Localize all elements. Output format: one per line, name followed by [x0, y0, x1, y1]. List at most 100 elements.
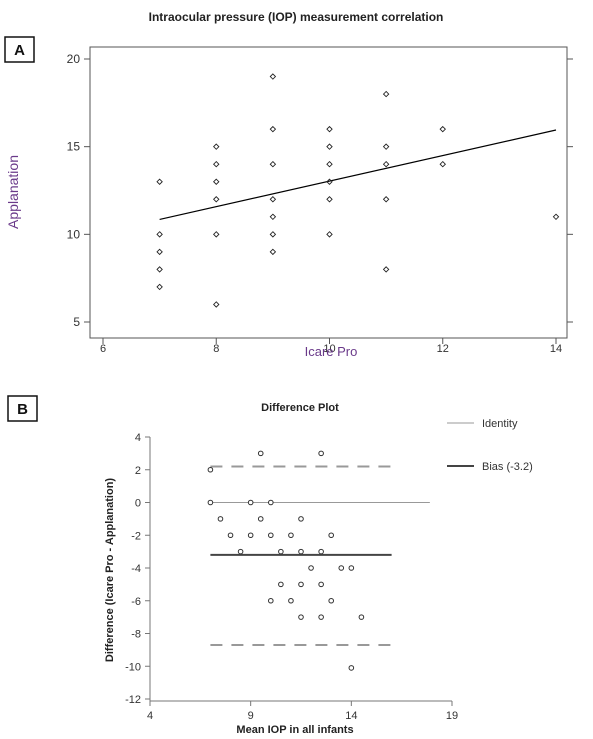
panel-b-points [207, 450, 365, 671]
panel-b-point [257, 516, 264, 522]
panel-b-x-label: Mean IOP in all infants [236, 724, 353, 736]
panel-b: B Difference Plot 4 9 14 19 -12 -10 -8 -6 -4 -2 0… [7, 395, 533, 736]
panel-b-x-axis: 4 9 14 19 [147, 701, 458, 722]
panel-b-x-tick-label: 14 [345, 710, 357, 722]
panel-a-point [269, 160, 277, 168]
panel-a-title: Intraocular pressure (IOP) measurement c… [149, 10, 444, 24]
panel-b-x-tick-label: 9 [248, 710, 254, 722]
panel-a-frame [89, 46, 568, 339]
panel-b-point [288, 532, 294, 539]
panel-b-y-tick-label: -6 [131, 596, 141, 608]
panel-b-point [227, 532, 234, 539]
panel-b-point [328, 532, 335, 539]
panel-b-point [298, 516, 304, 522]
panel-a-point [269, 73, 277, 80]
panel-b-point [268, 597, 274, 604]
panel-b-x-tick-label: 4 [147, 710, 153, 722]
panel-b-title: Difference Plot [261, 402, 339, 414]
panel-b-y-tick-label: -10 [125, 661, 141, 673]
panel-b-x-tick-label: 19 [446, 710, 458, 722]
panel-b-y-tick-label: 2 [135, 465, 141, 477]
panel-a-point [382, 143, 390, 150]
panel-b-point [247, 532, 254, 539]
panel-b-point [308, 565, 314, 571]
legend-identity-label: Identity [482, 418, 518, 430]
panel-a-point [382, 90, 390, 98]
panel-b-point [278, 548, 284, 555]
panel-b-point [257, 450, 264, 457]
panel-a-point [439, 125, 446, 133]
panel-a-point [213, 143, 220, 150]
legend-bias-label: Bias (-3.2) [482, 461, 533, 473]
panel-a-point [156, 231, 163, 238]
panel-b-point [318, 581, 324, 588]
panel-a-y-tick-label: 20 [67, 52, 81, 66]
panel-a-y-tick-label: 15 [67, 140, 81, 154]
panel-b-y-tick-label: -8 [131, 629, 141, 641]
panel-b-y-label: Difference (Icare Pro - Applanation) [104, 478, 116, 663]
panel-a-point [156, 178, 163, 185]
panel-a-point [156, 248, 163, 256]
panel-b-y-tick-label: -12 [125, 694, 141, 706]
panel-b-legend: Identity Bias (-3.2) [447, 418, 533, 473]
panel-a-point [269, 213, 277, 221]
panel-a-point [269, 125, 277, 133]
panel-a-x-tick-label: 14 [550, 343, 562, 355]
panel-b-point [247, 499, 254, 506]
panel-a-x-label: Icare Pro [305, 344, 358, 359]
panel-a-point [382, 196, 390, 203]
panel-b-y-axis: -12 -10 -8 -6 -4 -2 0 2 4 [125, 432, 150, 706]
panel-b-point [268, 532, 274, 539]
panel-a-y-tick-label: 10 [67, 227, 81, 241]
panel-a-tag-box [4, 36, 35, 63]
panel-b-point [318, 614, 324, 620]
panel-b-y-tick-label: -2 [131, 530, 141, 542]
panel-b-point [358, 614, 365, 620]
panel-b-point [318, 450, 324, 457]
panel-a-point [269, 196, 277, 203]
panel-a-point [213, 160, 220, 168]
panel-b-point [338, 565, 345, 571]
panel-a-point [326, 178, 333, 185]
panel-b-point [207, 466, 214, 473]
panel-a-point [213, 196, 220, 203]
panel-a-tag: A [14, 42, 25, 59]
panel-a-fit-line [159, 129, 557, 221]
panel-b-tag-box [7, 395, 38, 422]
panel-a-x-axis: 6 8 10 12 14 [100, 338, 562, 355]
panel-b-point [217, 516, 224, 522]
panel-b-y-tick-label: 0 [135, 498, 141, 510]
panel-b-point [288, 597, 294, 604]
panel-a-point [269, 231, 277, 238]
panel-b-point [298, 581, 304, 588]
panel-b-point [328, 597, 335, 604]
panel-a-y-label: Applanation [5, 155, 21, 229]
panel-a-point [213, 178, 220, 185]
panel-b-point [237, 548, 244, 555]
panel-b-tag: B [17, 401, 28, 418]
panel-b-point [348, 565, 355, 571]
panel-b-point [298, 614, 304, 620]
panel-a-y-axis: 5 10 15 20 [67, 52, 573, 329]
panel-a-point [326, 196, 333, 203]
panel-b-y-tick-label: 4 [135, 432, 141, 444]
panel-a-x-tick-label: 12 [437, 343, 449, 355]
panel-a-point [156, 283, 163, 291]
panel-a-point [326, 125, 333, 133]
panel-b-y-tick-label: -4 [131, 563, 141, 575]
panel-a-point [326, 231, 333, 238]
panel-a-point [382, 160, 390, 168]
panel-a-point [552, 213, 560, 221]
panel-a-point [439, 160, 446, 168]
panel-b-point [318, 548, 324, 555]
panel-a-x-tick-label: 6 [100, 343, 106, 355]
panel-a-point [213, 231, 220, 238]
panel-b-point [278, 581, 284, 588]
panel-b-point [298, 548, 304, 555]
panel-a-point [326, 160, 333, 168]
panel-b-point [268, 499, 274, 506]
panel-a-point [382, 266, 390, 273]
panel-a-y-tick-label: 5 [73, 315, 80, 329]
panel-a-points [156, 73, 560, 308]
